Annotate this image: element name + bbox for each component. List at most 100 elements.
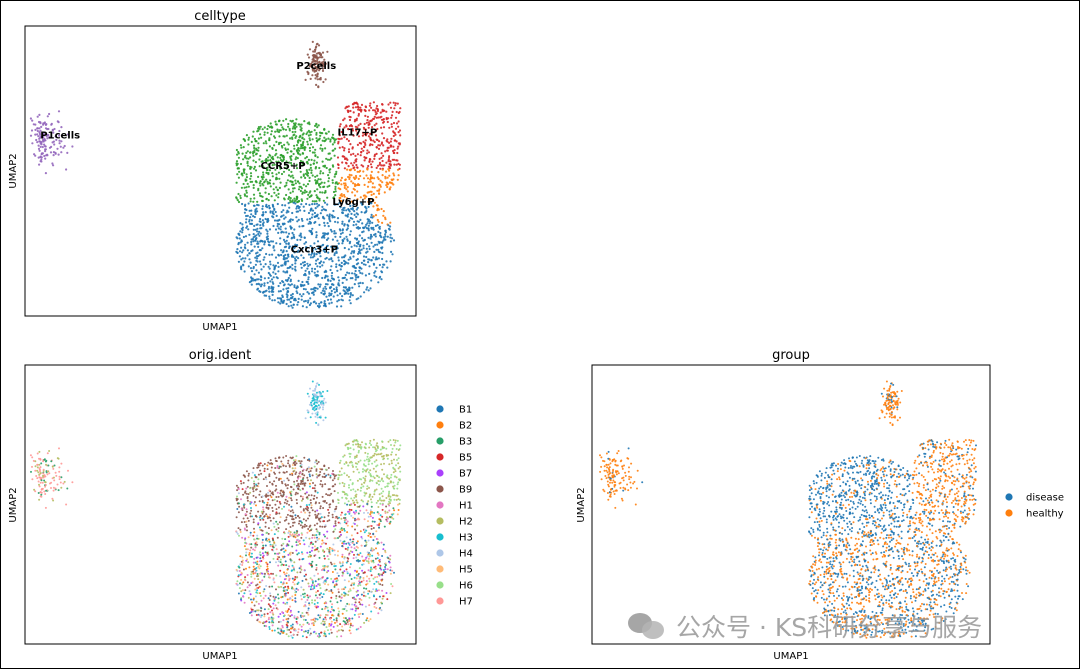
cell-point: [290, 497, 292, 500]
cell-point: [291, 127, 294, 130]
cell-point: [355, 594, 358, 597]
cell-point: [260, 472, 263, 475]
cell-point: [367, 123, 370, 126]
cell-point: [357, 124, 360, 127]
cell-point: [347, 475, 350, 478]
cell-point: [344, 161, 348, 164]
cell-point: [266, 182, 269, 185]
cell-point: [366, 575, 368, 578]
cell-point: [269, 519, 272, 522]
cell-point: [304, 482, 307, 485]
cell-point: [367, 121, 370, 124]
cell-point: [385, 518, 388, 521]
cell-point: [397, 509, 400, 511]
cell-point: [345, 157, 348, 160]
cell-point: [353, 553, 355, 556]
cell-point: [257, 586, 260, 589]
cell-point: [302, 293, 305, 296]
cell-point: [289, 218, 292, 221]
cell-point: [286, 500, 289, 503]
cell-point: [285, 582, 288, 585]
cell-point: [321, 191, 324, 194]
cell-point: [250, 277, 253, 280]
cell-point: [291, 515, 294, 518]
cell-point: [328, 632, 331, 635]
cell-point: [333, 562, 336, 565]
cell-point: [371, 462, 374, 465]
cell-point: [357, 240, 360, 243]
cell-point: [361, 282, 364, 285]
cell-point: [308, 272, 311, 275]
cell-point: [342, 119, 345, 122]
cell-point: [247, 493, 250, 496]
cell-point: [268, 473, 271, 476]
cell-point: [262, 508, 265, 511]
cell-point: [324, 209, 328, 212]
cell-point: [372, 561, 375, 564]
cell-point: [246, 485, 249, 488]
cell-point: [360, 447, 363, 450]
cell-point: [362, 255, 366, 258]
cell-point: [290, 227, 293, 230]
cell-point: [257, 126, 260, 129]
cell-point: [367, 181, 370, 184]
cell-point: [282, 301, 285, 304]
cell-point: [342, 286, 345, 289]
cell-point: [363, 531, 366, 534]
cell-point: [268, 599, 271, 601]
cell-point: [324, 275, 327, 278]
cell-point: [369, 163, 373, 166]
cell-point: [375, 598, 378, 601]
cell-point: [253, 604, 256, 607]
cell-point: [326, 214, 329, 217]
cell-point: [256, 257, 259, 260]
cell-point: [284, 279, 288, 282]
cell-point: [306, 531, 309, 534]
cell-point: [293, 531, 296, 534]
cell-point: [269, 605, 272, 608]
cell-point: [243, 186, 246, 189]
cell-point: [258, 234, 261, 237]
cell-point: [325, 287, 328, 290]
cell-point: [302, 618, 305, 621]
cell-point: [392, 471, 395, 474]
cell-point: [394, 139, 397, 142]
cell-point: [314, 154, 317, 158]
cell-point: [279, 492, 282, 495]
cell-point: [378, 493, 381, 496]
cell-point: [63, 480, 66, 483]
cell-point: [362, 177, 366, 180]
cell-point: [252, 130, 255, 133]
cell-point: [301, 612, 304, 614]
cell-point: [277, 284, 280, 288]
cell-point: [300, 466, 303, 468]
cell-point: [382, 126, 386, 129]
cell-point: [306, 174, 309, 177]
cell-point: [335, 288, 338, 291]
cell-point: [295, 198, 298, 201]
cell-point: [323, 476, 326, 479]
cell-point: [384, 229, 387, 232]
cell-point: [289, 510, 292, 513]
cell-point: [257, 175, 260, 178]
cell-point: [384, 486, 387, 488]
cell-point: [282, 491, 285, 494]
cell-point: [350, 245, 353, 248]
cell-point: [256, 210, 259, 213]
cell-point: [328, 217, 331, 220]
cell-point: [313, 50, 316, 53]
cell-point: [251, 135, 254, 138]
cell-point: [296, 180, 300, 183]
cell-point: [304, 146, 307, 149]
cell-point: [381, 103, 384, 106]
cell-point: [341, 242, 344, 245]
cell-point: [277, 254, 281, 257]
cell-point: [379, 514, 382, 517]
cell-point: [29, 454, 32, 457]
cell-point: [242, 235, 245, 239]
cell-point: [324, 416, 327, 419]
cell-point: [53, 143, 56, 146]
cell-point: [364, 479, 367, 482]
cell-point: [36, 129, 39, 133]
cell-point: [274, 228, 278, 231]
